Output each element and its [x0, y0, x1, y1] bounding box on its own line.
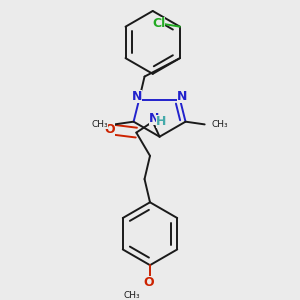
Text: O: O	[143, 276, 154, 289]
Text: H: H	[156, 115, 167, 128]
Text: CH₃: CH₃	[212, 120, 228, 129]
Text: N: N	[149, 112, 159, 125]
Text: O: O	[104, 122, 115, 136]
Text: N: N	[132, 90, 142, 103]
Text: CH₃: CH₃	[91, 120, 108, 129]
Text: Cl: Cl	[152, 16, 165, 30]
Text: CH₃: CH₃	[123, 291, 140, 300]
Text: N: N	[177, 90, 188, 103]
